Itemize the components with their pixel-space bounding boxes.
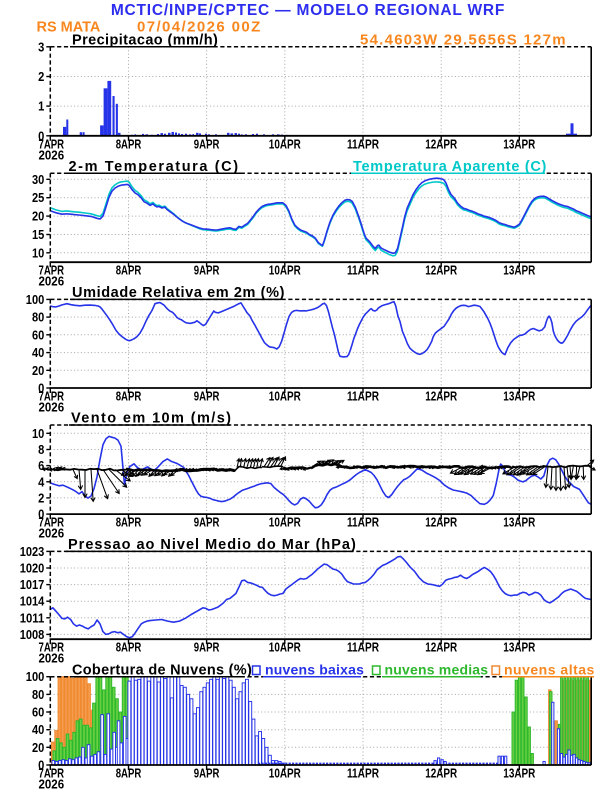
svg-text:1020: 1020: [20, 561, 45, 576]
svg-text:12APR: 12APR: [425, 641, 457, 655]
svg-text:7APR: 7APR: [39, 767, 65, 781]
svg-text:Pressao ao Nivel Medio do Mar: Pressao ao Nivel Medio do Mar (hPa): [68, 537, 357, 553]
svg-text:13APR: 13APR: [503, 516, 535, 530]
svg-text:8APR: 8APR: [116, 137, 142, 151]
svg-text:1014: 1014: [20, 594, 45, 609]
svg-text:0: 0: [38, 381, 44, 396]
svg-text:2026: 2026: [39, 148, 65, 162]
svg-text:0: 0: [38, 758, 44, 773]
svg-text:10APR: 10APR: [269, 767, 301, 781]
svg-text:Vento em 10m (m/s): Vento em 10m (m/s): [71, 411, 232, 427]
svg-text:11APR: 11APR: [347, 264, 379, 278]
svg-text:11APR: 11APR: [347, 516, 379, 530]
svg-text:MCTIC/INPE/CPTEC — MODELO REGI: MCTIC/INPE/CPTEC — MODELO REGIONAL WRF: [111, 2, 505, 19]
svg-text:1011: 1011: [20, 610, 45, 625]
svg-text:40: 40: [32, 722, 44, 737]
svg-text:20: 20: [32, 740, 44, 755]
svg-text:2-m Temperatura (C): 2-m Temperatura (C): [69, 159, 240, 175]
svg-text:2026: 2026: [39, 652, 65, 666]
svg-text:8APR: 8APR: [116, 264, 142, 278]
svg-text:12APR: 12APR: [425, 137, 457, 151]
svg-text:80: 80: [32, 310, 44, 325]
svg-text:25: 25: [32, 190, 44, 205]
svg-text:nuvens altas: nuvens altas: [504, 662, 595, 678]
svg-text:13APR: 13APR: [503, 137, 535, 151]
svg-text:10APR: 10APR: [269, 641, 301, 655]
svg-text:nuvens baixas: nuvens baixas: [265, 662, 364, 678]
svg-text:1023: 1023: [20, 544, 45, 559]
svg-text:20: 20: [32, 363, 44, 378]
svg-text:7APR: 7APR: [39, 137, 65, 151]
svg-text:12APR: 12APR: [425, 264, 457, 278]
svg-text:10APR: 10APR: [269, 516, 301, 530]
svg-text:2: 2: [38, 490, 44, 505]
svg-text:30: 30: [32, 172, 44, 187]
svg-text:10APR: 10APR: [269, 390, 301, 404]
svg-text:11APR: 11APR: [347, 641, 379, 655]
svg-text:80: 80: [32, 687, 44, 702]
svg-text:10APR: 10APR: [269, 137, 301, 151]
svg-text:Umidade Relativa em 2m (%): Umidade Relativa em 2m (%): [72, 285, 285, 301]
svg-text:1: 1: [38, 99, 44, 114]
svg-text:54.4603W 29.5656S 127m: 54.4603W 29.5656S 127m: [360, 32, 567, 49]
svg-text:11APR: 11APR: [347, 137, 379, 151]
svg-text:2026: 2026: [39, 527, 65, 541]
svg-text:20: 20: [32, 209, 44, 224]
svg-text:2: 2: [38, 69, 44, 84]
svg-text:8APR: 8APR: [116, 390, 142, 404]
svg-text:13APR: 13APR: [503, 641, 535, 655]
svg-text:100: 100: [26, 292, 45, 307]
svg-text:0: 0: [38, 507, 44, 522]
svg-text:12APR: 12APR: [425, 516, 457, 530]
svg-text:100: 100: [26, 669, 45, 684]
svg-text:13APR: 13APR: [503, 767, 535, 781]
svg-text:8: 8: [38, 442, 44, 457]
svg-text:7APR: 7APR: [39, 641, 65, 655]
svg-text:10APR: 10APR: [269, 264, 301, 278]
svg-text:8APR: 8APR: [116, 516, 142, 530]
svg-text:4: 4: [38, 474, 45, 489]
svg-text:13APR: 13APR: [503, 264, 535, 278]
svg-text:2026: 2026: [39, 275, 65, 289]
svg-text:1008: 1008: [20, 627, 45, 642]
svg-text:07/04/2026 00Z: 07/04/2026 00Z: [137, 19, 262, 36]
svg-text:6: 6: [38, 458, 44, 473]
svg-text:9APR: 9APR: [194, 390, 220, 404]
svg-text:9APR: 9APR: [194, 767, 220, 781]
svg-text:9APR: 9APR: [194, 516, 220, 530]
svg-text:2026: 2026: [39, 778, 65, 792]
svg-text:nuvens medias: nuvens medias: [385, 662, 489, 678]
svg-text:2026: 2026: [39, 401, 65, 415]
svg-text:7APR: 7APR: [39, 390, 65, 404]
svg-text:Precipitacao (mm/h): Precipitacao (mm/h): [72, 33, 218, 49]
svg-text:15: 15: [32, 227, 44, 242]
svg-text:10: 10: [32, 426, 44, 441]
svg-text:Temperatura Aparente (C): Temperatura Aparente (C): [353, 159, 547, 175]
svg-text:13APR: 13APR: [503, 390, 535, 404]
svg-text:7APR: 7APR: [39, 516, 65, 530]
svg-text:0: 0: [38, 128, 44, 143]
svg-text:60: 60: [32, 327, 44, 342]
svg-text:11APR: 11APR: [347, 390, 379, 404]
svg-text:1017: 1017: [20, 577, 45, 592]
svg-text:3: 3: [38, 39, 44, 54]
svg-text:9APR: 9APR: [194, 137, 220, 151]
svg-text:60: 60: [32, 705, 44, 720]
svg-text:Cobertura de Nuvens (%): Cobertura de Nuvens (%): [72, 663, 252, 679]
svg-text:7APR: 7APR: [39, 264, 65, 278]
svg-text:8APR: 8APR: [116, 641, 142, 655]
svg-text:12APR: 12APR: [425, 767, 457, 781]
svg-text:RS MATA: RS MATA: [37, 20, 101, 36]
svg-text:11APR: 11APR: [347, 767, 379, 781]
svg-text:40: 40: [32, 345, 44, 360]
svg-text:12APR: 12APR: [425, 390, 457, 404]
svg-text:8APR: 8APR: [116, 767, 142, 781]
svg-text:9APR: 9APR: [194, 641, 220, 655]
svg-text:9APR: 9APR: [194, 264, 220, 278]
svg-text:10: 10: [32, 245, 44, 260]
